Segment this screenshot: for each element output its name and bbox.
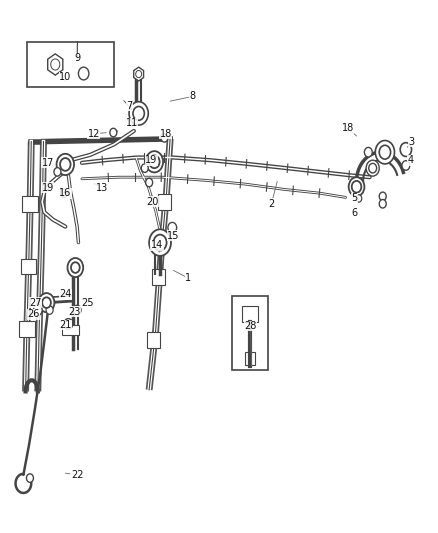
Bar (62, 325, 79, 335)
Circle shape (71, 262, 80, 273)
Circle shape (146, 178, 152, 187)
Text: 22: 22 (71, 470, 83, 480)
Circle shape (57, 154, 74, 175)
Text: 18: 18 (159, 128, 172, 139)
Text: 10: 10 (59, 72, 71, 82)
Circle shape (73, 305, 81, 315)
Circle shape (402, 161, 410, 170)
Circle shape (375, 141, 395, 164)
Text: 19: 19 (42, 183, 54, 193)
Bar (22, 196, 38, 212)
Circle shape (168, 222, 177, 233)
Circle shape (379, 192, 386, 200)
Text: 7: 7 (127, 101, 133, 111)
Text: 21: 21 (59, 320, 71, 330)
Text: 17: 17 (42, 158, 54, 168)
Circle shape (46, 306, 53, 314)
Circle shape (60, 189, 67, 197)
Circle shape (352, 181, 361, 192)
Text: 6: 6 (351, 208, 357, 219)
Circle shape (136, 70, 141, 78)
Bar (147, 332, 160, 348)
Bar (158, 193, 171, 209)
Text: 19: 19 (145, 155, 157, 165)
Bar (242, 306, 258, 322)
Circle shape (26, 474, 33, 482)
Circle shape (78, 67, 89, 80)
Text: 11: 11 (126, 118, 138, 128)
Text: 12: 12 (88, 128, 100, 139)
Bar (152, 269, 165, 285)
Circle shape (379, 199, 386, 208)
Circle shape (369, 164, 377, 173)
Circle shape (146, 151, 163, 172)
Polygon shape (134, 67, 144, 81)
Text: 5: 5 (351, 193, 357, 204)
Text: 18: 18 (342, 123, 354, 133)
Circle shape (64, 319, 73, 329)
Circle shape (42, 297, 51, 308)
Text: 24: 24 (59, 289, 71, 299)
Circle shape (400, 143, 412, 157)
Circle shape (51, 59, 60, 70)
Bar (27, 42, 114, 87)
Circle shape (149, 156, 159, 168)
Text: 2: 2 (268, 199, 275, 209)
Text: 28: 28 (244, 321, 257, 331)
Text: 1: 1 (185, 273, 191, 283)
Text: 20: 20 (146, 197, 159, 207)
Circle shape (67, 258, 83, 277)
Bar (19, 321, 35, 337)
Circle shape (366, 160, 379, 176)
Circle shape (110, 128, 117, 137)
Bar (245, 352, 255, 365)
Text: 27: 27 (29, 297, 42, 308)
Bar (232, 296, 268, 370)
Circle shape (149, 229, 171, 256)
Text: 14: 14 (151, 240, 163, 250)
Text: 8: 8 (190, 91, 196, 101)
Circle shape (161, 134, 168, 142)
Bar (21, 259, 36, 274)
Circle shape (39, 293, 54, 312)
Circle shape (364, 148, 372, 157)
Polygon shape (48, 54, 63, 75)
Circle shape (141, 164, 148, 172)
Circle shape (153, 235, 166, 251)
Text: 3: 3 (408, 136, 414, 147)
Circle shape (349, 177, 364, 196)
Circle shape (356, 195, 362, 202)
Text: 4: 4 (407, 155, 413, 165)
Text: 26: 26 (27, 309, 39, 319)
Circle shape (379, 146, 391, 159)
Circle shape (54, 167, 61, 176)
Text: 16: 16 (59, 188, 71, 198)
Circle shape (33, 305, 42, 316)
Text: 13: 13 (96, 183, 108, 193)
Circle shape (129, 102, 148, 125)
Circle shape (133, 107, 145, 120)
Text: 23: 23 (69, 306, 81, 317)
Text: 25: 25 (81, 297, 93, 308)
Text: 15: 15 (167, 231, 179, 241)
Text: 9: 9 (74, 53, 80, 63)
Circle shape (60, 158, 71, 171)
